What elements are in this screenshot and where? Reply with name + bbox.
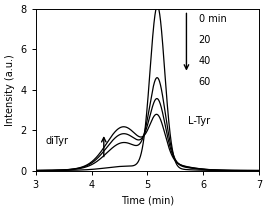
Text: diTyr: diTyr: [46, 136, 69, 146]
Text: 0 min: 0 min: [199, 14, 226, 24]
X-axis label: Time (min): Time (min): [121, 195, 174, 205]
Text: L-Tyr: L-Tyr: [187, 116, 210, 126]
Text: 20: 20: [199, 35, 211, 45]
Text: 40: 40: [199, 56, 211, 66]
Y-axis label: Intensity (a.u.): Intensity (a.u.): [5, 54, 15, 126]
Text: 60: 60: [199, 77, 211, 87]
